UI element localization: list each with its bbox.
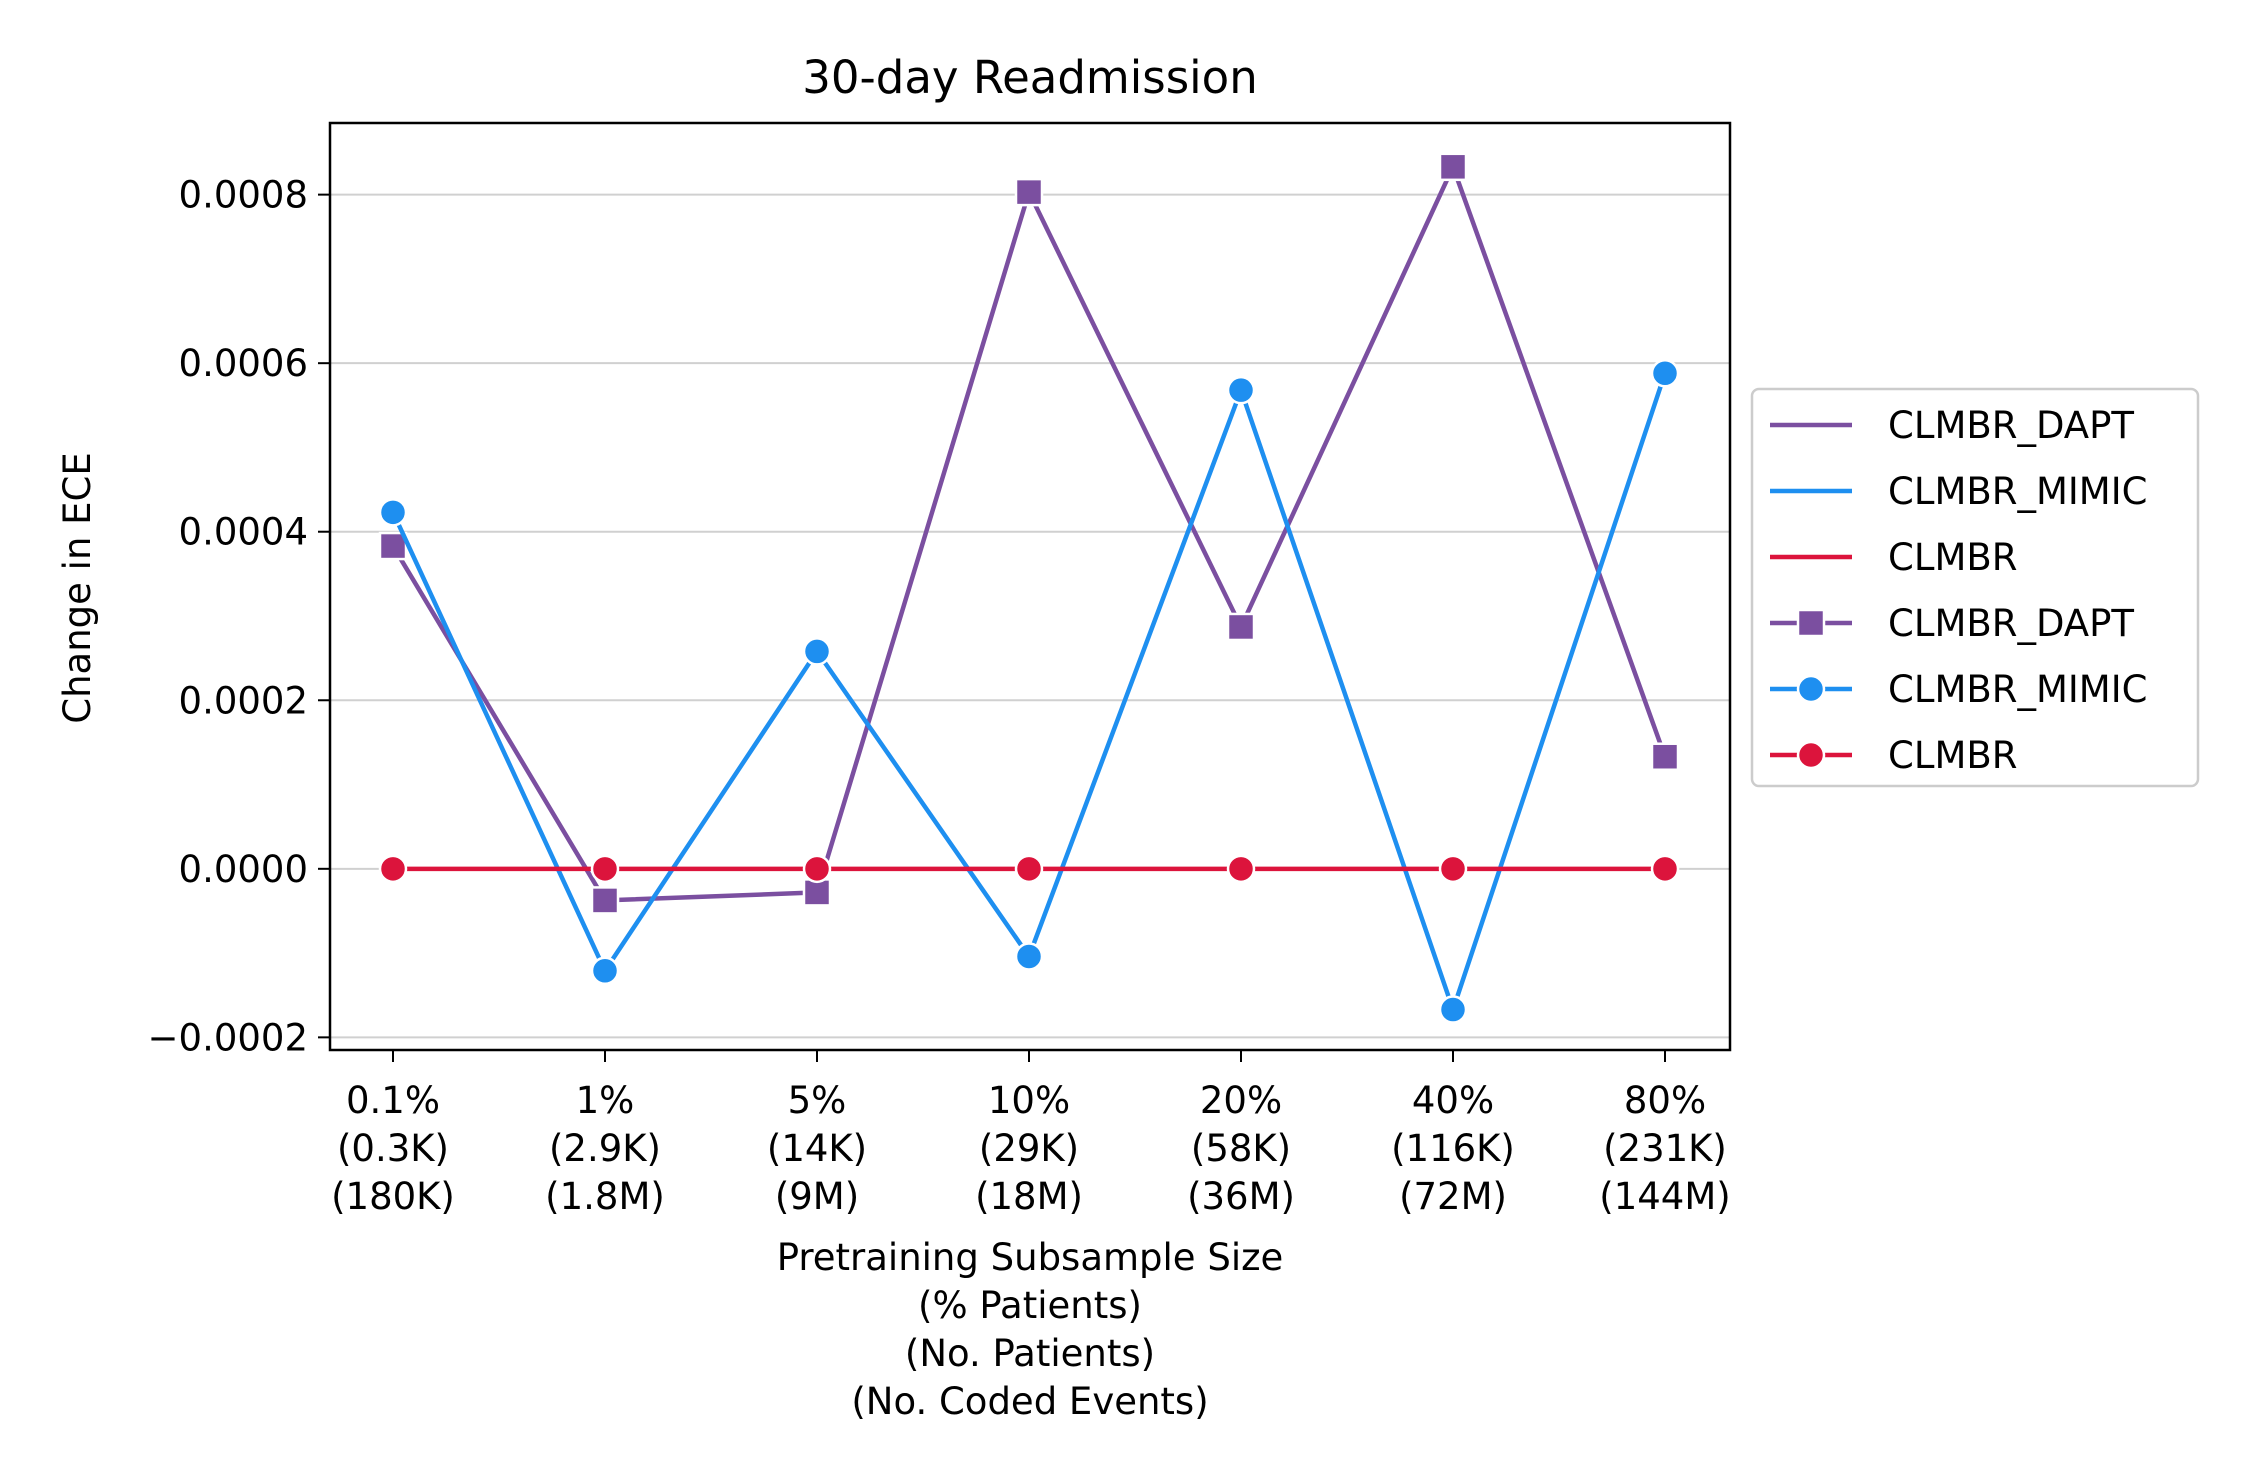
x-tick-label: 1% (2.9K) (1.8M) bbox=[545, 1079, 665, 1218]
plot-frame bbox=[328, 121, 1732, 1052]
x-tick-label: 80% (231K) (144M) bbox=[1599, 1079, 1730, 1218]
legend-entry: CLMBR_MIMIC bbox=[1770, 668, 2147, 711]
y-axis-label: Change in ECE bbox=[56, 452, 99, 724]
y-tick-label: 0.0000 bbox=[179, 848, 308, 891]
data-point bbox=[1226, 854, 1256, 884]
data-point bbox=[1650, 359, 1680, 388]
data-point bbox=[1226, 375, 1256, 405]
y-tick-label: 0.0008 bbox=[179, 174, 308, 217]
data-point-square bbox=[378, 531, 408, 561]
data-point bbox=[590, 854, 620, 884]
series-layer bbox=[378, 152, 1680, 1024]
data-point-square bbox=[802, 878, 832, 907]
legend-label: CLMBR_MIMIC bbox=[1888, 668, 2147, 711]
series-line bbox=[390, 372, 1668, 1012]
legend-label: CLMBR_DAPT bbox=[1888, 602, 2134, 645]
legend-box bbox=[1750, 387, 2200, 788]
data-point bbox=[802, 637, 832, 666]
x-axis-label: Pretraining Subsample Size (% Patients) (N… bbox=[777, 1236, 1284, 1423]
data-point-square bbox=[1226, 612, 1256, 642]
data-point bbox=[590, 956, 620, 986]
x-tick-label: 5% (14K) (9M) bbox=[767, 1079, 867, 1218]
data-point bbox=[802, 854, 832, 884]
data-point bbox=[1796, 740, 1826, 770]
legend-entry: CLMBR_DAPT bbox=[1770, 602, 2134, 645]
x-axis-title: Pretraining Subsample Size (% Patients) (N… bbox=[777, 1236, 1284, 1423]
data-point-square bbox=[1014, 177, 1044, 207]
data-point bbox=[1650, 854, 1680, 884]
legend-label: CLMBR_MIMIC bbox=[1888, 470, 2147, 513]
data-point-square bbox=[1650, 742, 1680, 771]
data-point-square bbox=[1796, 608, 1826, 638]
x-tick-label: 40% (116K) (72M) bbox=[1391, 1079, 1515, 1218]
legend: CLMBR_DAPT CLMBR_MIMIC CLMBR CLMBR_DAPT CLMB… bbox=[1750, 387, 2200, 788]
y-tick-label: 0.0004 bbox=[179, 511, 308, 554]
legend-label: CLMBR_DAPT bbox=[1888, 404, 2134, 447]
legend-entry: CLMBR_MIMIC bbox=[1770, 470, 2147, 513]
x-tick-label: 0.1% (0.3K) (180K) bbox=[331, 1079, 455, 1218]
data-point bbox=[1014, 854, 1044, 884]
data-point bbox=[1796, 674, 1826, 704]
y-axis: −0.0002 0.0000 0.0002 0.0004 0.0006 0.0008 bbox=[148, 174, 330, 1059]
series-clmbr-mimic bbox=[378, 359, 1680, 1024]
series-clmbr-dapt bbox=[378, 152, 1680, 915]
legend-label: CLMBR bbox=[1888, 536, 2017, 579]
legend-entry: CLMBR_DAPT bbox=[1770, 404, 2134, 447]
series-clmbr bbox=[378, 854, 1680, 884]
data-point-square bbox=[590, 886, 620, 915]
y-tick-label: 0.0006 bbox=[179, 342, 308, 385]
legend-entry: CLMBR bbox=[1770, 734, 2017, 777]
data-point bbox=[1014, 942, 1044, 971]
data-point bbox=[1438, 854, 1468, 884]
grid-lines bbox=[330, 193, 1730, 1039]
series-line bbox=[391, 164, 1668, 903]
x-tick-label: 10% (29K) (18M) bbox=[975, 1079, 1083, 1218]
y-tick-label: 0.0002 bbox=[179, 679, 308, 722]
legend-entry: CLMBR bbox=[1770, 536, 2017, 579]
data-point bbox=[1438, 995, 1468, 1024]
data-point-square bbox=[1438, 152, 1468, 182]
y-tick-label: −0.0002 bbox=[148, 1016, 308, 1059]
chart-title: 30-day Readmission bbox=[802, 51, 1257, 104]
data-point bbox=[378, 498, 408, 527]
legend-label: CLMBR bbox=[1888, 734, 2017, 777]
x-axis: 0.1% (0.3K) (180K) 1% (2.9K) (1.8M) 5% (14K) (9M… bbox=[331, 1050, 1731, 1218]
x-tick-label: 20% (58K) (36M) bbox=[1187, 1079, 1295, 1218]
data-point bbox=[378, 854, 408, 884]
